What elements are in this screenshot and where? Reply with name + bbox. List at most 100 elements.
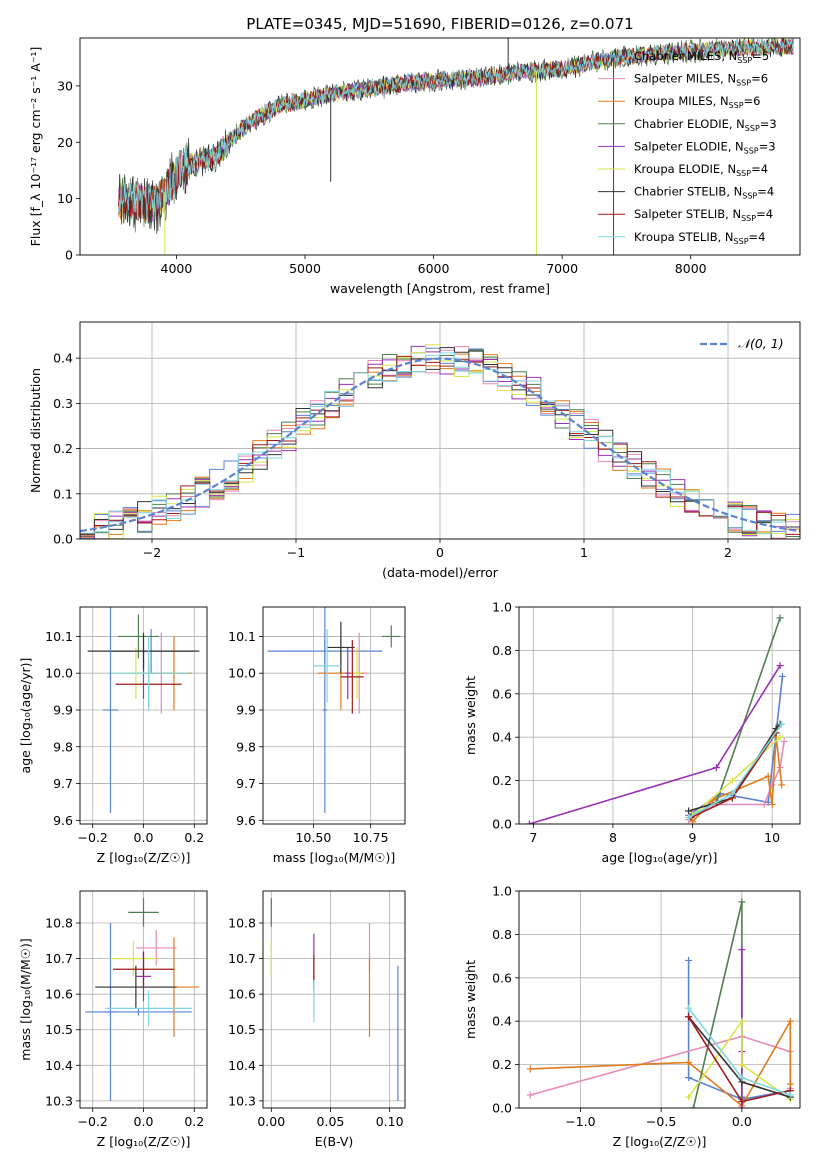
series-marker xyxy=(685,956,693,964)
series-marker xyxy=(728,777,736,785)
series-marker xyxy=(776,614,784,622)
y-tick-label: 0 xyxy=(65,248,73,263)
legend-label-main: Chabrier MILES, N xyxy=(634,49,737,63)
y-tick-label: 10.8 xyxy=(228,916,256,931)
axes-frame xyxy=(262,606,406,825)
series-marker xyxy=(525,820,533,824)
figure-title: PLATE=0345, MJD=51690, FIBERID=0126, z=0… xyxy=(246,15,633,33)
errorbar-point-6 xyxy=(345,647,351,699)
legend-label-9: Kroupa STELIB, NSSP=4 xyxy=(634,230,765,246)
y-tick-label: 10.5 xyxy=(45,1022,73,1037)
gaussian-curve xyxy=(80,357,800,533)
histograms xyxy=(80,344,800,539)
y-tick-label: 0.2 xyxy=(492,773,512,788)
legend-label-sub: SSP xyxy=(736,79,751,88)
axes-frame xyxy=(79,37,801,256)
histogram-9 xyxy=(80,352,800,539)
series-marker xyxy=(768,800,776,808)
y-tick-label: 9.7 xyxy=(53,776,73,791)
series-marker xyxy=(738,898,746,906)
y-tick-label: 0.6 xyxy=(492,686,512,701)
x-tick-label: 0.2 xyxy=(184,1114,204,1129)
errorbar-point-5 xyxy=(382,625,401,648)
y-tick-label: 9.8 xyxy=(236,739,256,754)
y-tick-label: 10.1 xyxy=(45,629,73,644)
y-tick-label: 0.8 xyxy=(492,927,512,942)
legend-label-6: Kroupa ELODIE, NSSP=4 xyxy=(634,162,768,178)
series-marker xyxy=(786,1017,794,1025)
legend-label-main: Chabrier ELODIE, N xyxy=(634,117,745,131)
legend-label-tail: =4 xyxy=(749,230,766,244)
x-tick-label: −1 xyxy=(287,545,305,560)
y-tick-label: 0.4 xyxy=(492,1014,512,1029)
x-tick-label: 0.2 xyxy=(184,830,204,845)
series-marker xyxy=(685,1093,693,1101)
x-tick-label: 0.05 xyxy=(317,1114,345,1129)
legend-label-tail: =5 xyxy=(752,49,769,63)
y-tick-label: 1.0 xyxy=(492,600,512,615)
legend-label-sub: SSP xyxy=(737,56,752,65)
y-axis-label: Normed distribution xyxy=(28,368,43,493)
series-marker xyxy=(526,1091,534,1099)
y-tick-label: 30 xyxy=(57,78,73,93)
x-tick-label: 0 xyxy=(436,545,444,560)
series-lines xyxy=(526,898,794,1108)
legend-label-sub: SSP xyxy=(741,214,756,223)
y-tick-label: 0.4 xyxy=(53,351,73,366)
series-marker xyxy=(776,662,784,670)
series-marker xyxy=(776,733,784,741)
legend-label-main: Kroupa MILES, N xyxy=(634,94,729,108)
panel-spectrum: 4000 5000 6000 7000 8000 0 10 20 30 wavelength [A… xyxy=(28,37,801,296)
series-marker xyxy=(738,1104,746,1108)
x-axis-label: wavelength [Angstrom, rest frame] xyxy=(330,281,550,296)
errorbar-point-9 xyxy=(107,636,190,710)
x-tick-label: 4000 xyxy=(161,261,193,276)
legend-label-tail: =4 xyxy=(751,162,768,176)
x-tick-label: 1 xyxy=(580,545,588,560)
series-marker xyxy=(778,781,786,789)
panel-mass-vs-Z: −0.2 0.0 0.2 10.3 10.4 10.5 10.6 10.7 10.8 Z [log… xyxy=(18,890,208,1149)
legend-label-2: Salpeter MILES, NSSP=6 xyxy=(634,72,768,88)
errorbar-point-10 xyxy=(105,990,192,1027)
x-tick-label: 7 xyxy=(529,830,537,845)
legend-label-7: Chabrier STELIB, NSSP=4 xyxy=(634,185,774,201)
y-axis-label: Flux [f_λ 10⁻¹⁷ erg cm⁻² s⁻¹ A⁻¹] xyxy=(28,47,43,247)
legend-label-sub: SSP xyxy=(734,237,749,246)
legend-label-1: Chabrier MILES, NSSP=5 xyxy=(634,49,769,65)
legend: 𝒩(0, 1) xyxy=(700,336,784,351)
y-tick-label: 0.4 xyxy=(492,730,512,745)
y-axis-label: age [log₁₀(age/yr)] xyxy=(18,658,33,774)
panel-age-vs-Z: −0.2 0.0 0.2 9.6 9.7 9.8 9.9 10.0 10.1 Z [log₁₀(Z… xyxy=(18,606,208,865)
series-marker xyxy=(738,946,746,954)
y-tick-label: 9.7 xyxy=(236,776,256,791)
errorbar-point-9 xyxy=(113,951,174,988)
y-tick-label: 20 xyxy=(57,135,73,150)
y-tick-label: 10.3 xyxy=(45,1093,73,1108)
legend-label-tail: =4 xyxy=(756,207,773,221)
axes-frame xyxy=(262,890,406,1109)
y-tick-label: 10.6 xyxy=(45,987,73,1002)
errorbar-point-10 xyxy=(313,629,341,703)
legend-label-5: Salpeter ELODIE, NSSP=3 xyxy=(634,139,776,155)
series-marker xyxy=(689,818,697,824)
series-marker xyxy=(685,807,693,815)
x-axis-label: Z [log₁₀(Z/Z☉)] xyxy=(97,850,191,865)
series-marker xyxy=(685,1004,693,1012)
y-tick-label: 10.0 xyxy=(45,666,73,681)
series-marker xyxy=(738,1074,746,1082)
y-axis-label: mass weight xyxy=(463,676,478,755)
axes-frame xyxy=(518,606,801,825)
legend-label-main: Salpeter ELODIE, N xyxy=(634,139,744,153)
x-tick-label: −0.2 xyxy=(78,830,108,845)
x-tick-label: 0.00 xyxy=(257,1114,285,1129)
x-tick-label: 7000 xyxy=(546,261,578,276)
x-tick-label: 9 xyxy=(689,830,697,845)
y-tick-label: 10.5 xyxy=(228,1022,256,1037)
series-marker xyxy=(712,764,720,772)
x-tick-label: −2 xyxy=(143,545,161,560)
y-tick-label: 9.8 xyxy=(53,739,73,754)
series-marker xyxy=(778,720,786,728)
legend-label-8: Salpeter STELIB, NSSP=4 xyxy=(634,207,773,223)
x-tick-label: 0.0 xyxy=(134,1114,154,1129)
